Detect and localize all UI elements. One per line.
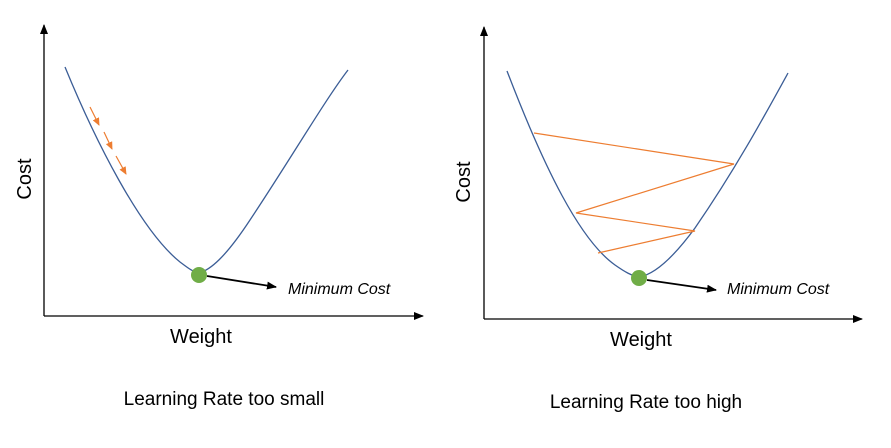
right-caption: Learning Rate too high [550,392,742,413]
right-overshoot-steps [533,132,735,254]
left-small-step-arrow-2 [103,131,113,150]
right-panel: Cost Weight Minimum Cost Learning Rate t… [453,26,863,413]
left-minimum-label: Minimum Cost [288,281,391,298]
left-small-step-arrow-1 [89,106,100,126]
right-minimum-point [631,270,647,286]
left-minimum-pointer-arrow [206,275,277,290]
left-cost-curve [64,66,349,274]
left-y-axis-label: Cost [14,158,36,200]
right-minimum-pointer-arrow [646,279,717,293]
left-panel: Cost Weight Minimum Cost Learning Rate t… [14,24,424,410]
right-y-axis-label: Cost [453,161,475,203]
left-small-step-arrow-3 [115,155,127,175]
left-caption: Learning Rate too small [124,389,325,410]
right-cost-curve [506,70,789,278]
right-minimum-label: Minimum Cost [727,281,830,298]
left-minimum-point [191,267,207,283]
left-x-axis-label: Weight [170,326,232,348]
right-x-axis-label: Weight [610,329,672,351]
